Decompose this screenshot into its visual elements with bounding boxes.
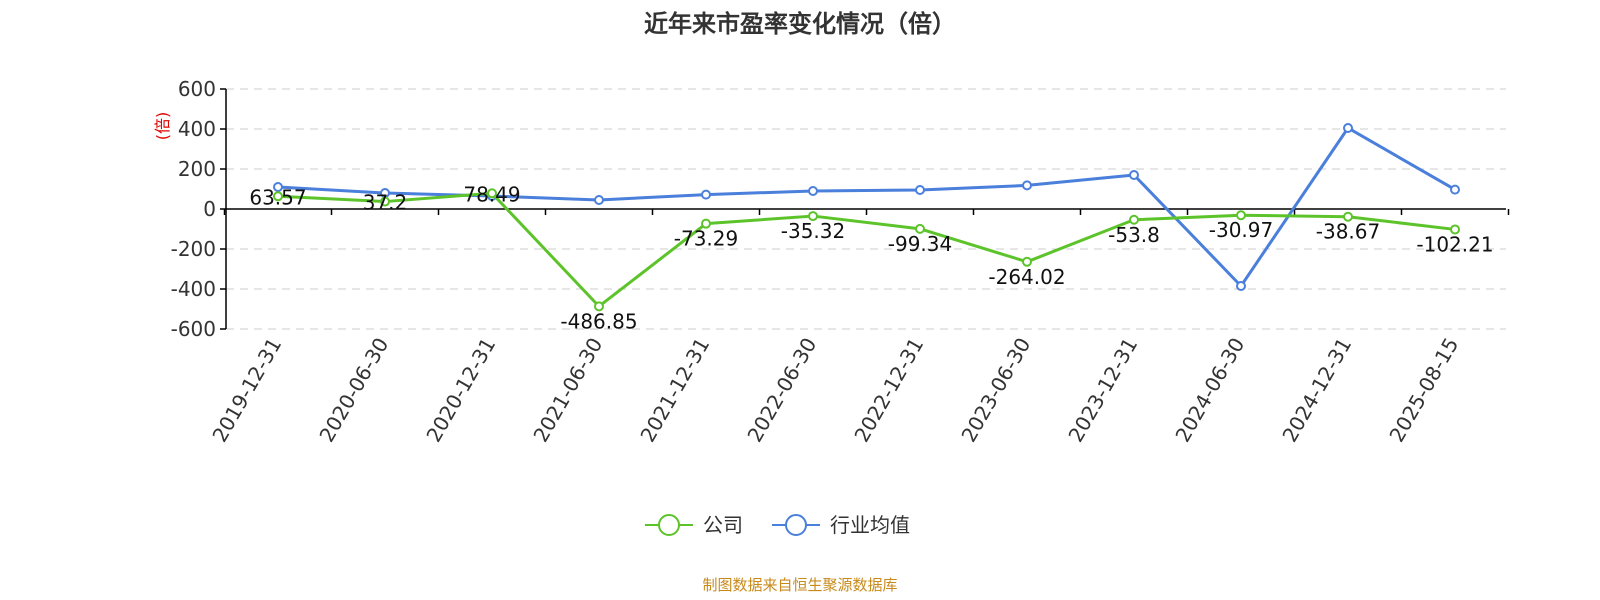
- data-label: -99.34: [888, 232, 952, 256]
- data-point-company: [1450, 224, 1460, 235]
- data-label: -102.21: [1416, 232, 1493, 256]
- data-label: 63.57: [249, 185, 306, 209]
- data-point-company: [915, 223, 925, 234]
- data-label: -30.97: [1209, 218, 1273, 242]
- series-line-industry-avg: [277, 126, 1456, 288]
- data-point-company: [1129, 214, 1139, 225]
- x-tick-label: 2024-12-31: [1277, 334, 1356, 447]
- legend-swatch-marker: [785, 514, 807, 536]
- legend[interactable]: 公司 行业均值: [645, 513, 910, 537]
- x-tick-label: 2023-06-30: [956, 334, 1035, 447]
- data-point-company: [380, 196, 390, 207]
- data-label: -264.02: [988, 265, 1065, 289]
- series-lines: [273, 123, 1460, 312]
- data-label: -486.85: [560, 309, 637, 333]
- data-label: -38.67: [1316, 220, 1380, 244]
- data-point-industry-avg: [1343, 123, 1353, 133]
- legend-item[interactable]: 公司: [645, 513, 743, 537]
- data-point-industry-avg: [915, 185, 925, 195]
- data-label: 37.2: [363, 191, 408, 215]
- data-point-industry-avg: [273, 182, 283, 192]
- data-point-company: [808, 211, 818, 222]
- data-point-industry-avg: [1450, 184, 1460, 195]
- x-tick-label: 2022-06-30: [742, 334, 821, 447]
- data-point-industry-avg: [594, 195, 604, 205]
- x-tick-label: 2020-06-30: [314, 334, 393, 447]
- y-tick-label: 200: [178, 157, 216, 181]
- data-label: -35.32: [781, 219, 845, 243]
- x-tick-label: 2025-08-15: [1384, 334, 1463, 447]
- x-tick-label: 2019-12-31: [207, 334, 286, 447]
- data-point-company: [1236, 210, 1246, 221]
- y-tick-label: -600: [171, 317, 216, 341]
- data-point-company: [1343, 211, 1353, 222]
- legend-item[interactable]: 行业均值: [772, 513, 910, 537]
- data-point-industry-avg: [1129, 170, 1139, 180]
- x-tick-label: 2020-12-31: [421, 334, 500, 447]
- data-point-industry-avg: [1236, 281, 1246, 291]
- data-point-company: [487, 188, 497, 199]
- grid-lines: [226, 88, 1506, 330]
- data-label: -73.29: [674, 227, 738, 251]
- legend-label: 行业均值: [830, 513, 910, 537]
- y-tick-label: -400: [171, 277, 216, 301]
- data-label: 78.49: [463, 182, 520, 206]
- data-source-note: 制图数据来自恒生聚源数据库: [702, 576, 897, 594]
- data-point-company: [701, 218, 711, 229]
- chart-title: 近年来市盈率变化情况（倍）: [644, 10, 956, 38]
- y-axis-unit-label: (倍): [153, 112, 172, 141]
- data-labels: 63.57 37.2 78.49 -486.85 -73.29 -35.32 -99.34 -…: [249, 182, 1493, 333]
- data-point-industry-avg: [1022, 180, 1032, 191]
- y-tick-label: 400: [178, 117, 216, 141]
- x-tick-label: 2021-06-30: [528, 334, 607, 447]
- data-point-industry-avg: [808, 186, 818, 196]
- y-tick-label: 0: [203, 197, 216, 221]
- data-point-company: [1022, 256, 1032, 267]
- x-tick-label: 2024-06-30: [1170, 334, 1249, 447]
- data-label: -53.8: [1108, 223, 1160, 247]
- x-tick-label: 2021-12-31: [635, 334, 714, 447]
- y-tick-label: 600: [178, 77, 216, 101]
- series-line-company: [277, 191, 1456, 308]
- x-tick-label: 2022-12-31: [849, 334, 928, 447]
- data-point-company: [594, 301, 604, 312]
- y-tick-label: -200: [171, 237, 216, 261]
- x-tick-label: 2023-12-31: [1063, 334, 1142, 447]
- data-point-industry-avg: [701, 189, 711, 200]
- legend-swatch-marker: [658, 514, 680, 536]
- legend-label: 公司: [703, 513, 743, 537]
- data-point-company: [273, 191, 283, 202]
